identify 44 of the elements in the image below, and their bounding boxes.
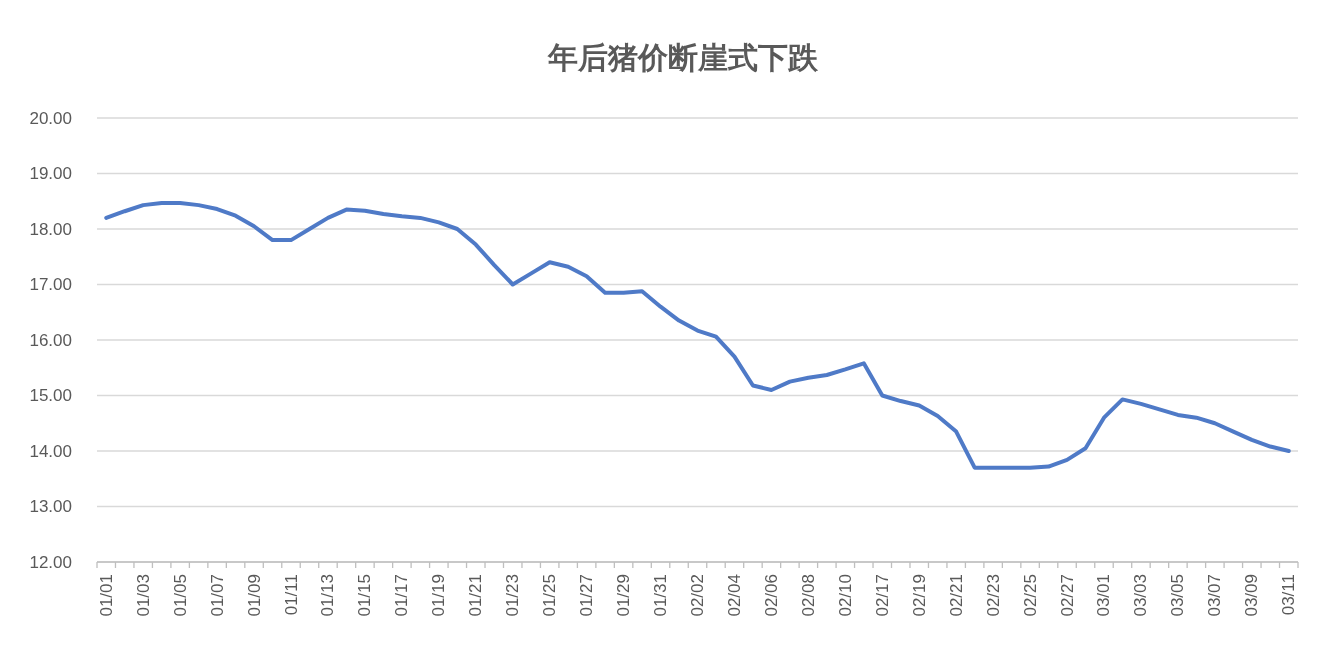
x-tick-label: 01/15 (355, 574, 375, 617)
x-tick-label: 03/11 (1279, 574, 1299, 616)
x-tick-label: 01/03 (133, 574, 153, 617)
x-tick-label: 01/13 (318, 574, 338, 617)
x-tick-label: 01/05 (170, 574, 190, 617)
x-tick-label: 01/17 (392, 574, 412, 617)
y-tick-label: 18.00 (29, 219, 72, 239)
x-tick-label: 02/02 (688, 574, 707, 617)
x-tick-label: 02/19 (909, 574, 929, 617)
x-tick-label: 02/23 (983, 574, 1003, 617)
x-tick-label: 03/07 (1205, 574, 1225, 617)
x-tick-label: 02/17 (872, 574, 892, 617)
x-tick-label: 01/23 (503, 574, 523, 617)
x-tick-label: 01/09 (244, 574, 264, 617)
y-tick-label: 13.00 (29, 497, 72, 516)
y-tick-label: 15.00 (29, 386, 72, 405)
x-tick-label: 03/09 (1242, 574, 1262, 617)
x-tick-label: 01/19 (429, 574, 449, 617)
y-tick-label: 19.00 (29, 164, 72, 183)
x-tick-label: 01/01 (96, 574, 116, 617)
x-tick-label: 03/01 (1094, 574, 1114, 617)
x-tick-label: 01/11 (281, 574, 301, 616)
y-tick-label: 17.00 (29, 275, 72, 294)
x-tick-label: 03/03 (1131, 574, 1151, 617)
x-tick-label: 02/25 (1020, 574, 1040, 617)
y-tick-label: 16.00 (29, 330, 72, 350)
x-tick-label: 01/07 (207, 574, 227, 617)
x-tick-label: 01/29 (614, 574, 634, 617)
chart-title: 年后猪价断崖式下跌 (546, 40, 819, 74)
x-tick-label: 02/08 (798, 574, 818, 617)
x-tick-label: 03/05 (1168, 574, 1188, 617)
line-series (104, 200, 1291, 470)
x-tick-label: 01/31 (651, 574, 671, 617)
x-tick-label: 02/06 (761, 574, 781, 617)
x-tick-label: 02/04 (724, 574, 744, 617)
y-tick-label: 12.00 (29, 552, 72, 572)
x-tick-label: 02/21 (946, 574, 966, 617)
y-tick-label: 20.00 (29, 108, 72, 128)
x-tick-label: 01/27 (577, 574, 597, 617)
x-tick-label: 02/10 (835, 574, 855, 617)
y-tick-label: 14.00 (29, 441, 72, 461)
x-tick-label: 01/21 (466, 574, 486, 617)
x-tick-label: 02/27 (1057, 574, 1077, 617)
x-tick-label: 01/25 (540, 574, 560, 617)
